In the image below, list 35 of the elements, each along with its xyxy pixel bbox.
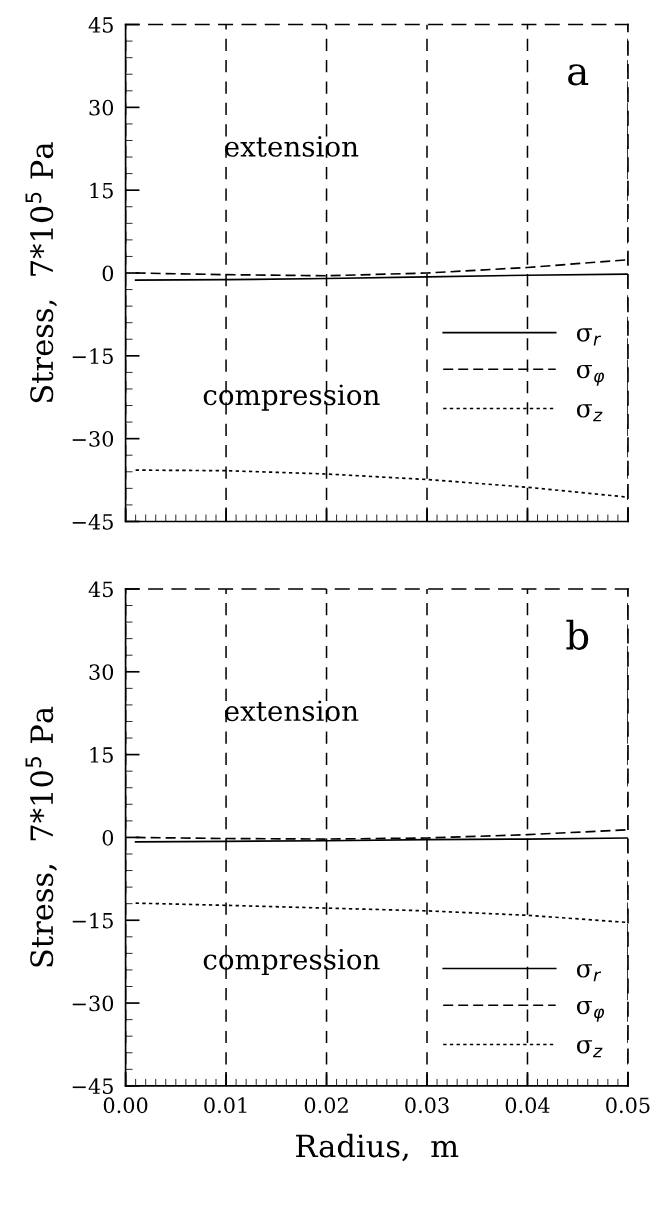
y-tick-label: −30	[72, 431, 114, 447]
y-tick-label: −45	[72, 513, 113, 530]
x-tick-label: 0.04	[505, 1097, 550, 1114]
x-tick-label: 0.01	[204, 1097, 247, 1114]
annotation: b	[566, 619, 589, 650]
y-tick-label: 45	[88, 581, 113, 598]
y-tick-label: −15	[72, 348, 113, 365]
y-tick-label: 45	[88, 16, 113, 33]
y-tick-label: 0	[102, 265, 114, 282]
y-tick-label: 15	[90, 182, 113, 199]
x-tick-label: 0.02	[304, 1097, 348, 1114]
annotation: extension	[225, 700, 359, 722]
legend-label: σ$_{φ}$	[576, 365, 605, 386]
y-tick-label: 30	[89, 664, 114, 680]
y-tick-label: 30	[89, 99, 114, 116]
y-tick-label: 15	[90, 747, 113, 763]
x-tick-label: 0.05	[606, 1097, 650, 1114]
legend-label: σ$_{z}$	[576, 404, 603, 422]
annotation: compression	[203, 384, 380, 411]
y-tick-label: −15	[72, 912, 113, 929]
annotation: compression	[203, 948, 380, 976]
annotation: extension	[225, 136, 359, 157]
legend-label: σ$_{z}$	[576, 1040, 603, 1058]
y-axis-title: Stress, 7*10$^{5}$ Pa	[25, 706, 57, 967]
y-axis-title: Stress, 7*10$^{5}$ Pa	[25, 142, 57, 403]
legend-label: σ$_{φ}$	[576, 1000, 605, 1022]
y-tick-label: −45	[72, 1078, 113, 1095]
legend-label: σ$_{r}$	[576, 328, 602, 346]
y-tick-label: 0	[102, 829, 114, 846]
x-tick-label: 0.00	[103, 1097, 148, 1114]
x-tick-label: 0.03	[405, 1097, 449, 1114]
legend-label: σ$_{r}$	[576, 964, 602, 982]
x-axis-title: Radius, m	[296, 1133, 459, 1162]
y-tick-label: −30	[72, 995, 114, 1012]
annotation: a	[568, 64, 589, 86]
